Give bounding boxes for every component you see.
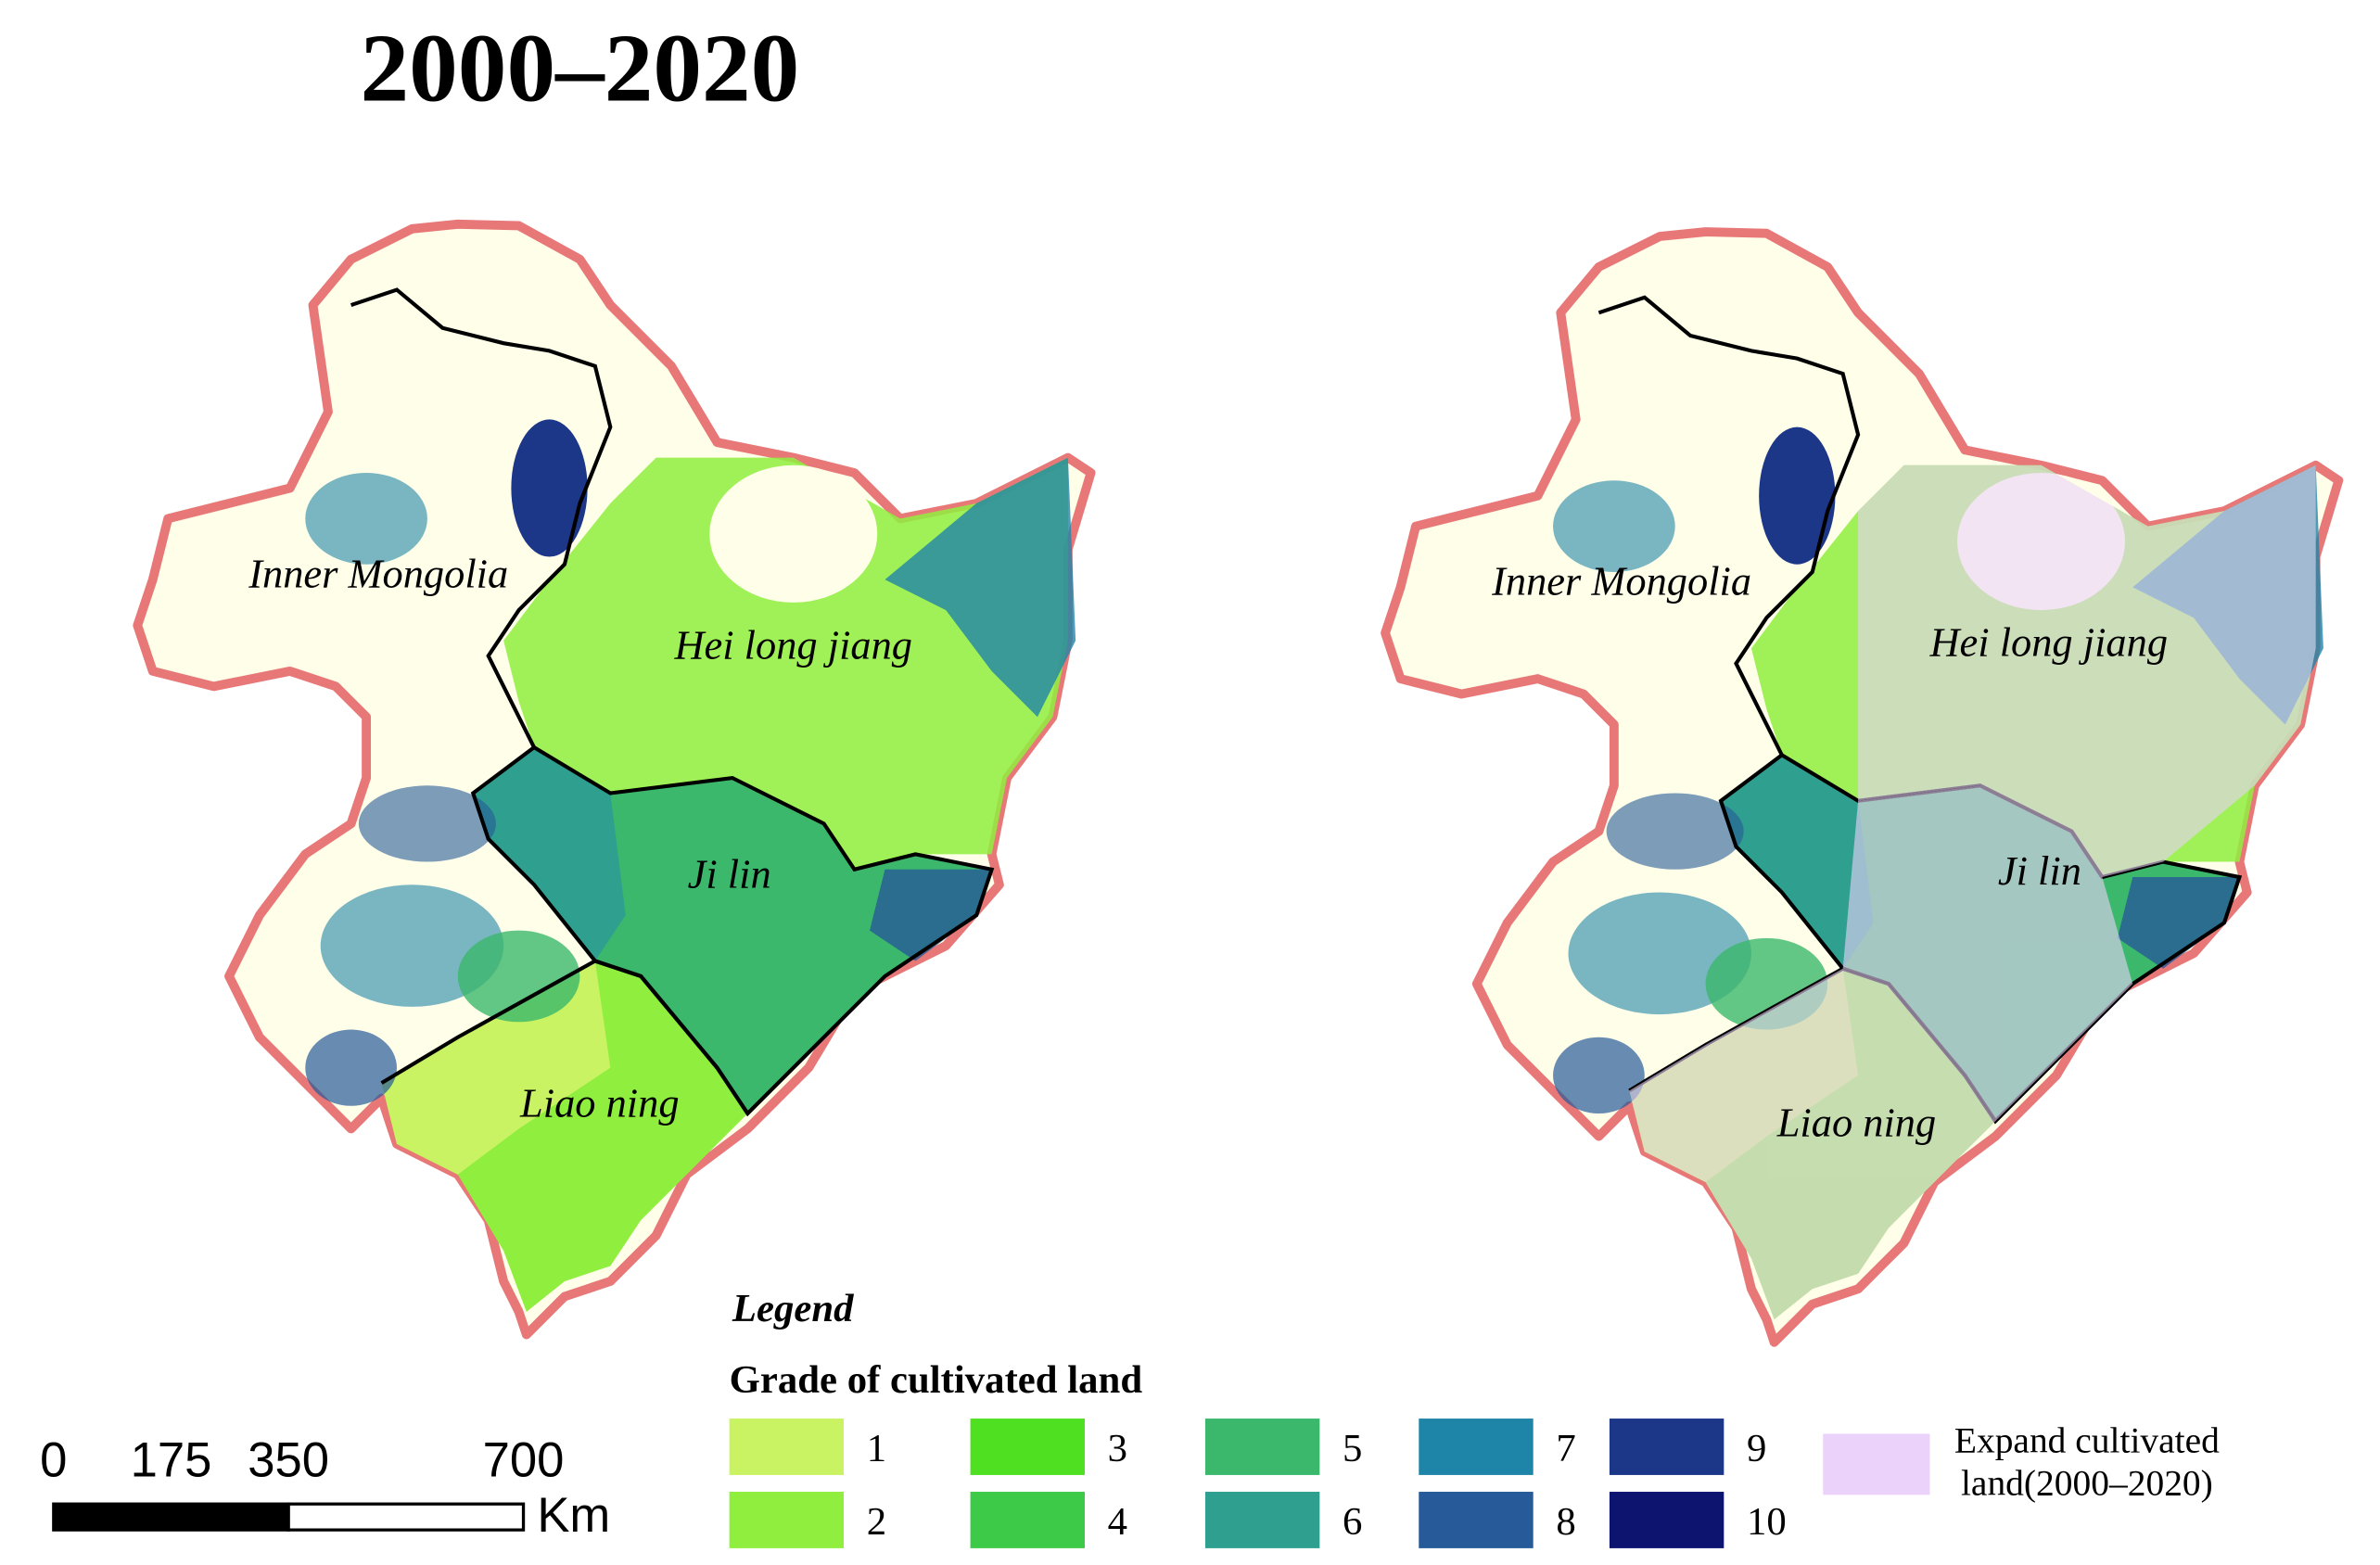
- legend: 1 2 3 4 5 6 7 8 9 10 Expand cultivatedland(2000–20…: [729, 1419, 2220, 1548]
- legend-swatch: [970, 1492, 1085, 1548]
- expand-layer: [1629, 464, 2316, 1320]
- legend-label: 10: [1747, 1500, 1787, 1544]
- legend-label: 4: [1108, 1500, 1127, 1544]
- map-labels: Inner Mongolia Hei long jiang Ji lin Liao n…: [248, 550, 2168, 1145]
- region-label: Hei long jiang: [673, 622, 912, 668]
- legend-label: 5: [1343, 1427, 1362, 1470]
- legend-swatch: [1419, 1419, 1534, 1475]
- legend-swatch: [1204, 1419, 1320, 1475]
- scale-label: 700: [483, 1433, 565, 1488]
- legend-swatch: [1823, 1433, 1930, 1495]
- legend-swatch: [1204, 1492, 1320, 1548]
- scale-unit: Km: [537, 1488, 610, 1543]
- legend-swatch: [1609, 1492, 1725, 1548]
- expand-area: [1858, 464, 2316, 878]
- region-label: Liao ning: [519, 1079, 680, 1126]
- scale-label: 175: [131, 1433, 212, 1488]
- region-label: Liao ning: [1776, 1100, 1937, 1146]
- legend-label: 1: [867, 1427, 886, 1470]
- legend-label: 8: [1556, 1500, 1575, 1544]
- scale-segment: [286, 1502, 526, 1532]
- region-label: Ji lin: [1998, 847, 2081, 894]
- expand-area: [1842, 785, 2133, 1122]
- scale-label: 350: [248, 1433, 329, 1488]
- title: 2000–2020: [361, 14, 800, 122]
- legend-title: Legend: [732, 1287, 854, 1330]
- map-right: [1385, 232, 2338, 1342]
- legend-swatch: [729, 1492, 845, 1548]
- legend-swatch: [1419, 1492, 1534, 1548]
- expand-area: [1629, 968, 1996, 1320]
- region-label: Hei long jiang: [1928, 618, 2168, 665]
- legend-label: land(2000–2020): [1961, 1462, 2213, 1503]
- legend-label: 3: [1108, 1427, 1127, 1470]
- legend-label: 9: [1747, 1427, 1766, 1470]
- map-left: [137, 224, 1090, 1335]
- legend-label: Expand cultivated: [1954, 1419, 2220, 1460]
- legend-label: 6: [1343, 1500, 1362, 1544]
- scale-segment: [52, 1502, 290, 1532]
- legend-swatch: [970, 1419, 1085, 1475]
- legend-label: 2: [867, 1500, 886, 1544]
- legend-swatch: [729, 1419, 845, 1475]
- legend-subtitle: Grade of cultivated land: [730, 1358, 1143, 1402]
- scale-label: 0: [40, 1433, 67, 1488]
- legend-label: 7: [1556, 1427, 1575, 1470]
- region-label: Inner Mongolia: [248, 550, 508, 596]
- region-label: Ji lin: [688, 851, 771, 897]
- legend-swatch: [1609, 1419, 1725, 1475]
- region-label: Inner Mongolia: [1491, 558, 1751, 604]
